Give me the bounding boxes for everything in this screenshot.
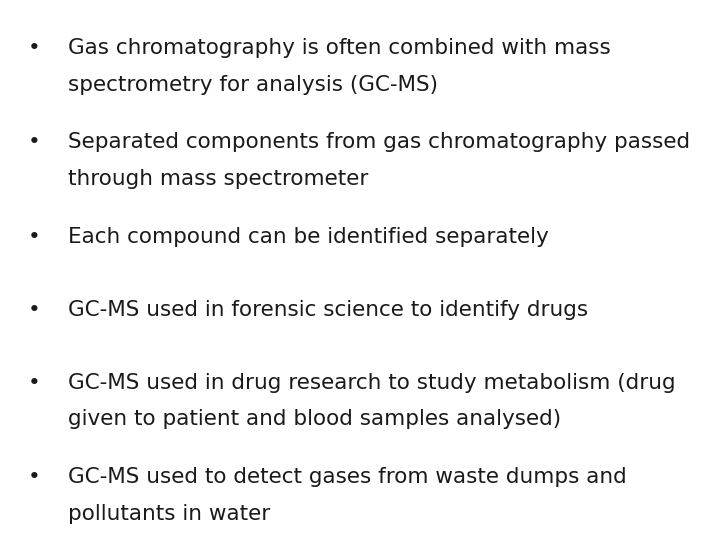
Text: Gas chromatography is often combined with mass: Gas chromatography is often combined wit… (68, 38, 611, 58)
Text: GC-MS used in forensic science to identify drugs: GC-MS used in forensic science to identi… (68, 300, 588, 320)
Text: given to patient and blood samples analysed): given to patient and blood samples analy… (68, 409, 562, 429)
Text: Separated components from gas chromatography passed: Separated components from gas chromatogr… (68, 132, 690, 152)
Text: Each compound can be identified separately: Each compound can be identified separate… (68, 227, 549, 247)
Text: •: • (27, 132, 40, 152)
Text: GC-MS used in drug research to study metabolism (drug: GC-MS used in drug research to study met… (68, 373, 676, 393)
Text: •: • (27, 38, 40, 58)
Text: •: • (27, 227, 40, 247)
Text: spectrometry for analysis (GC-MS): spectrometry for analysis (GC-MS) (68, 75, 438, 94)
Text: •: • (27, 373, 40, 393)
Text: •: • (27, 300, 40, 320)
Text: pollutants in water: pollutants in water (68, 504, 271, 524)
Text: •: • (27, 467, 40, 487)
Text: GC-MS used to detect gases from waste dumps and: GC-MS used to detect gases from waste du… (68, 467, 627, 487)
Text: through mass spectrometer: through mass spectrometer (68, 169, 369, 189)
